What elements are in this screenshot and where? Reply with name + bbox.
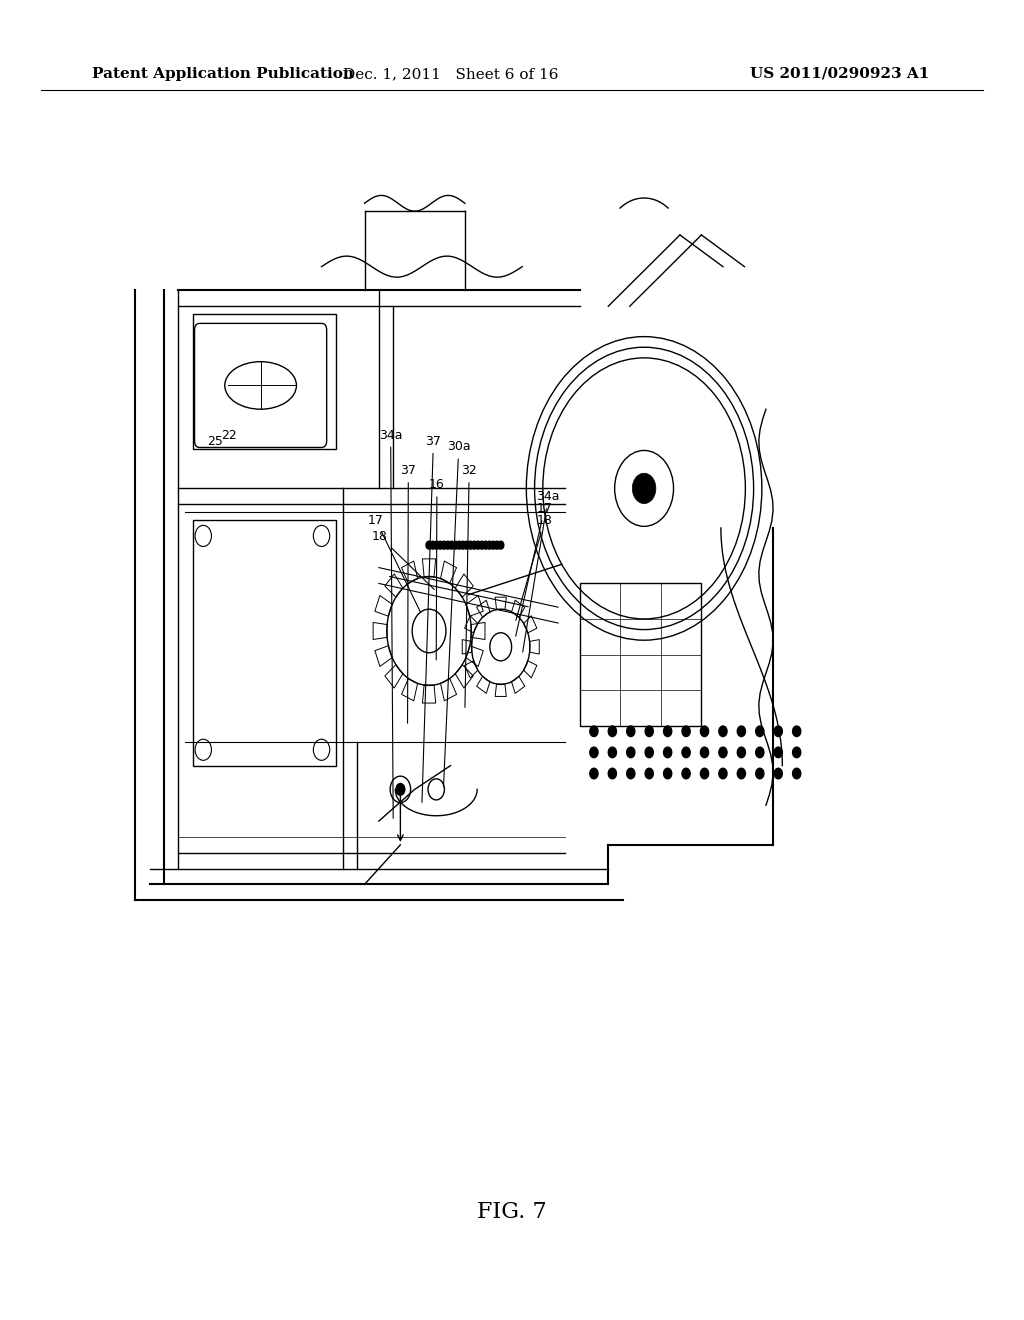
Circle shape: [456, 541, 462, 549]
Circle shape: [464, 541, 470, 549]
Circle shape: [774, 747, 782, 758]
Circle shape: [719, 726, 727, 737]
Circle shape: [719, 747, 727, 758]
Text: 18: 18: [516, 513, 553, 620]
Text: Dec. 1, 2011   Sheet 6 of 16: Dec. 1, 2011 Sheet 6 of 16: [343, 67, 558, 81]
Circle shape: [590, 726, 598, 737]
Circle shape: [645, 726, 653, 737]
Circle shape: [774, 768, 782, 779]
Circle shape: [426, 541, 432, 549]
Text: 34a: 34a: [379, 429, 402, 818]
Circle shape: [494, 541, 500, 549]
Circle shape: [479, 541, 485, 549]
Circle shape: [664, 768, 672, 779]
Text: US 2011/0290923 A1: US 2011/0290923 A1: [750, 67, 930, 81]
Circle shape: [453, 541, 459, 549]
Text: 17: 17: [516, 502, 553, 636]
Text: 37: 37: [400, 465, 417, 723]
Text: 22: 22: [221, 429, 237, 441]
Circle shape: [633, 474, 655, 503]
Circle shape: [737, 726, 745, 737]
Text: 32: 32: [461, 465, 477, 708]
Text: 25: 25: [207, 434, 223, 447]
Circle shape: [449, 541, 455, 549]
Circle shape: [737, 747, 745, 758]
Circle shape: [737, 768, 745, 779]
Circle shape: [608, 747, 616, 758]
Circle shape: [756, 768, 764, 779]
Circle shape: [664, 747, 672, 758]
Circle shape: [627, 726, 635, 737]
Text: 34a: 34a: [522, 490, 560, 652]
Circle shape: [756, 747, 764, 758]
Circle shape: [475, 541, 481, 549]
Text: FIG. 7: FIG. 7: [477, 1201, 547, 1222]
Circle shape: [498, 541, 504, 549]
Circle shape: [608, 726, 616, 737]
Circle shape: [482, 541, 488, 549]
Circle shape: [395, 783, 406, 796]
Circle shape: [486, 541, 493, 549]
Circle shape: [437, 541, 443, 549]
Circle shape: [490, 541, 497, 549]
Circle shape: [719, 768, 727, 779]
Circle shape: [468, 541, 474, 549]
Circle shape: [793, 726, 801, 737]
Circle shape: [441, 541, 447, 549]
Circle shape: [590, 768, 598, 779]
Circle shape: [664, 726, 672, 737]
Circle shape: [460, 541, 466, 549]
Circle shape: [608, 768, 616, 779]
Circle shape: [756, 726, 764, 737]
Circle shape: [645, 768, 653, 779]
Bar: [580, 583, 701, 726]
Circle shape: [444, 541, 451, 549]
Bar: [193, 520, 336, 766]
Text: 30a: 30a: [443, 441, 471, 787]
Circle shape: [627, 747, 635, 758]
Text: 18: 18: [372, 529, 434, 590]
Circle shape: [682, 747, 690, 758]
Circle shape: [682, 768, 690, 779]
Bar: [193, 314, 336, 449]
Circle shape: [700, 726, 709, 737]
Text: 37: 37: [422, 434, 441, 803]
Text: Patent Application Publication: Patent Application Publication: [92, 67, 354, 81]
Text: 17: 17: [369, 513, 421, 612]
Circle shape: [433, 541, 439, 549]
Circle shape: [682, 726, 690, 737]
Circle shape: [700, 768, 709, 779]
Circle shape: [793, 747, 801, 758]
Circle shape: [430, 541, 436, 549]
Circle shape: [627, 768, 635, 779]
Circle shape: [774, 726, 782, 737]
Circle shape: [700, 747, 709, 758]
Circle shape: [793, 768, 801, 779]
Circle shape: [590, 747, 598, 758]
Text: 16: 16: [429, 478, 444, 660]
Circle shape: [645, 747, 653, 758]
Circle shape: [471, 541, 477, 549]
